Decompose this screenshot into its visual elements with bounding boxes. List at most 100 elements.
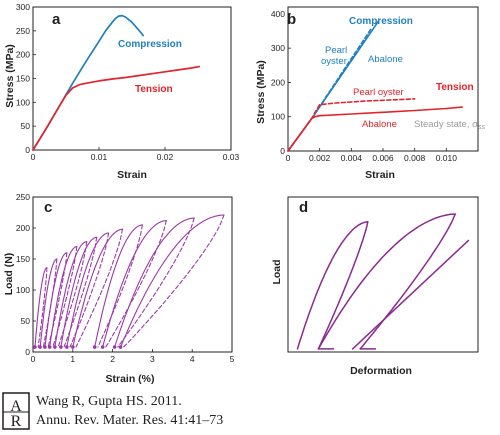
panel-c-loading-curve [66,232,110,348]
panel-c-xlabel: Strain (%) [105,373,154,385]
panel-c-xtick-label: 5 [230,354,235,364]
panel-c-cycle-start-point [47,345,52,349]
panel-a-frame [32,6,232,151]
panel-b-xtick-label: 0.002 [309,153,331,163]
svg-text:A: A [10,398,22,415]
panel-b-pearl-oyster-tension-label: Pearl oyster [353,87,404,98]
credit-block: A R Wang R, Gupta HS. 2011. Annu. Rev. M… [0,387,500,435]
panel-b-abalone-compression-label: Abalone [368,54,403,65]
panel-c-loading-curve [49,246,78,348]
panel-d-loop-unloading [359,213,456,350]
panel-b-oyster-label: oyster [321,56,347,67]
panel-c-ytick-label: 0 [25,347,30,357]
panel-c-ytick-label: 150 [16,254,30,264]
panel-c-loading-curve [34,267,48,348]
panel-c-loading-curve [60,236,98,348]
panel-c-unloading-curve [75,228,124,348]
panel-c-cycle-start-point [59,345,63,349]
panel-b-compression-label: Compression [349,16,413,27]
panel-a-label: a [52,11,61,28]
panel-b-xtick-label: 0.004 [341,153,363,163]
panel-c-unloading-curve [105,220,167,348]
panel-a-ytick-label: 150 [16,74,30,84]
panel-c-cycle-start-point [65,345,69,349]
panel-b-xtick-label: 0.006 [372,153,394,163]
panel-c-ytick-label: 250 [16,192,30,202]
panel-c-xtick-label: 3 [150,354,155,364]
panel-c-cycle-start-point [100,345,105,349]
panel-c-xtick-label: 0 [31,354,36,364]
panel-b-steady-state-label: Steady state, σss [414,119,485,131]
panel-b-label: b [287,11,296,28]
panel-b-ytick-label: 0 [280,146,285,156]
panel-c-cycle-start-point [112,345,117,349]
panel-a-xtick-label: 0.02 [157,152,174,162]
annual-reviews-logo: A R [2,392,30,430]
panel-c-cycle-start-point [71,345,75,349]
credit-line-1: Wang R, Gupta HS. 2011. [36,394,182,409]
panel-c-cycle-start-point [92,345,97,349]
panel-a-ytick-label: 200 [16,50,30,60]
panel-d-loop-loading [317,213,456,350]
panel-d-loop-unloading [317,221,369,350]
panel-b: b 0 0.002 0.004 0.006 0.008 0.010 0 100 200 300 40… [255,6,485,181]
panel-a-series-tension [32,65,201,151]
panel-c-xtick-label: 4 [190,354,195,364]
panel-c-ytick-label: 50 [21,316,31,326]
panel-c-cycle-start-point [38,345,42,349]
panel-a-ytick-label: 250 [16,26,30,36]
panel-c-unloading-curve [117,217,195,348]
panel-c-ytick-label: 200 [16,223,30,233]
panel-b-xlabel: Strain [365,169,395,181]
panel-c-unloading-curve [37,267,48,348]
panel-c-unloading-curve [123,214,225,348]
panel-c-cycle-start-point [43,345,47,349]
panel-d-ylabel: Load [271,259,283,284]
panel-b-steady-state-sub: ss [478,124,486,131]
panel-c-xtick-label: 2 [110,354,115,364]
svg-text:R: R [11,413,22,430]
panel-c-xtick-label: 1 [70,354,75,364]
panel-b-ylabel: Stress (MPa) [255,60,267,124]
panel-d-reload-line [351,239,470,350]
panel-b-xtick-label: 0 [286,153,291,163]
panel-c-cycle-start-point [33,345,37,349]
panel-c-loading-curve [39,258,58,348]
panel-d-loop-loading [296,221,369,350]
panel-a-xlabel: Strain [117,169,147,181]
panel-a: a 0 0.01 0.02 0.03 0 50 100 150 200 250 300 Strain… [4,2,240,181]
panel-b-steady-state-text: Steady state, σ [414,119,478,130]
credit-line-2: Annu. Rev. Mater. Res. 41:41–73 [36,413,224,428]
panel-a-compression-label: Compression [118,39,182,50]
panel-b-tension-label: Tension [436,82,474,93]
panel-c-ytick-label: 100 [16,285,30,295]
panel-d-frame [287,196,479,353]
panel-a-ylabel: Stress (MPa) [4,44,16,108]
panel-b-series-abalone-tension [287,106,464,152]
panel-c-ylabel: Load (N) [3,253,15,296]
panel-a-xtick-label: 0.01 [91,152,108,162]
panel-c-unloading-curve [97,224,143,348]
panel-a-ytick-label: 100 [16,97,30,107]
panel-c-label: c [44,199,52,216]
panel-c-unloading-curve [47,252,68,348]
panel-c-frame [32,196,233,353]
panel-b-ytick-label: 100 [271,112,285,122]
panel-c-unloading-curve [42,258,58,348]
panel-c-unloading-curve [52,246,78,348]
panel-c-loading-curve [72,228,124,348]
panel-b-abalone-tension-label: Abalone [362,119,397,130]
panel-a-ytick-label: 0 [25,145,30,155]
panel-c-loading-curve [120,214,225,348]
panel-b-xtick-label: 0.008 [404,153,426,163]
panel-b-ytick-label: 300 [271,43,285,53]
panel-b-pearl-label: Pearl [325,45,347,56]
panel-d: d Deformation Load [271,196,479,377]
panel-c-loading-curve [94,224,143,348]
panel-a-ytick-label: 50 [21,121,31,131]
panel-d-label: d [299,199,308,216]
panel-c-loading-curve [114,217,195,348]
panel-b-ytick-label: 200 [271,77,285,87]
